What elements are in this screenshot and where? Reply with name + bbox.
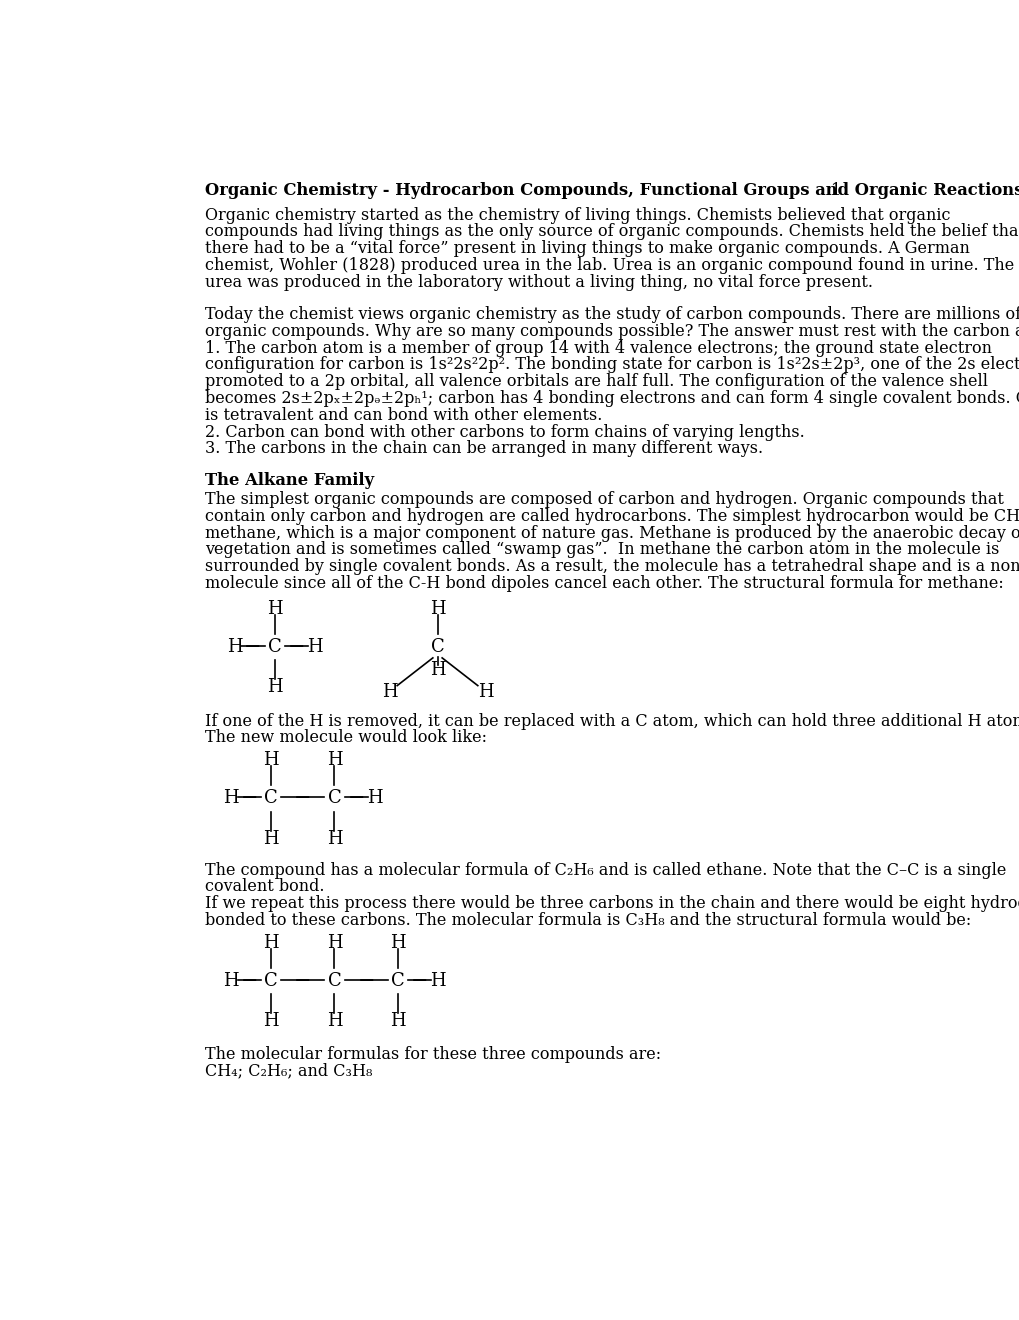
Text: is tetravalent and can bond with other elements.: is tetravalent and can bond with other e… (205, 407, 602, 424)
Text: H: H (430, 972, 445, 990)
Text: chemist, Wohler (1828) produced urea in the lab. Urea is an organic compound fou: chemist, Wohler (1828) produced urea in … (205, 257, 1013, 275)
Text: H: H (477, 682, 493, 701)
Text: H: H (307, 638, 323, 656)
Text: organic compounds. Why are so many compounds possible? The answer must rest with: organic compounds. Why are so many compo… (205, 323, 1019, 339)
Text: H: H (429, 661, 445, 680)
Text: H: H (226, 638, 243, 656)
Text: The molecular formulas for these three compounds are:: The molecular formulas for these three c… (205, 1045, 660, 1063)
Text: H: H (429, 599, 445, 618)
Text: −: − (293, 789, 311, 808)
Text: H: H (390, 933, 406, 952)
Text: Organic chemistry started as the chemistry of living things. Chemists believed t: Organic chemistry started as the chemist… (205, 207, 950, 223)
Text: methane, which is a major component of nature gas. Methane is produced by the an: methane, which is a major component of n… (205, 524, 1019, 541)
Text: −: − (287, 638, 305, 656)
Text: contain only carbon and hydrogen are called hydrocarbons. The simplest hydrocarb: contain only carbon and hydrogen are cal… (205, 508, 1019, 525)
Text: covalent bond.: covalent bond. (205, 878, 324, 895)
Text: If we repeat this process there would be three carbons in the chain and there wo: If we repeat this process there would be… (205, 895, 1019, 912)
Text: C: C (390, 972, 405, 990)
Text: H: H (326, 829, 342, 847)
Text: −: − (357, 972, 375, 990)
Text: −: − (245, 638, 262, 656)
Text: H: H (326, 751, 342, 770)
Text: H: H (381, 682, 396, 701)
Text: molecule since all of the C-H bond dipoles cancel each other. The structural for: molecule since all of the C-H bond dipol… (205, 576, 1003, 591)
Text: H: H (263, 829, 278, 847)
Text: Organic Chemistry - Hydrocarbon Compounds, Functional Groups and Organic Reactio: Organic Chemistry - Hydrocarbon Compound… (205, 182, 1019, 198)
Text: C: C (264, 789, 277, 808)
Text: H: H (267, 678, 282, 696)
Text: becomes 2s±2pₓ±2pₔ±2pₕ¹; carbon has 4 bonding electrons and can form 4 single co: becomes 2s±2pₓ±2pₔ±2pₕ¹; carbon has 4 bo… (205, 389, 1019, 407)
Text: promoted to a 2p orbital, all valence orbitals are half full. The configuration : promoted to a 2p orbital, all valence or… (205, 374, 987, 391)
Text: C: C (264, 972, 277, 990)
Text: H: H (367, 789, 382, 808)
Text: H: H (263, 1012, 278, 1030)
Text: 1. The carbon atom is a member of group 14 with 4 valence electrons; the ground : 1. The carbon atom is a member of group … (205, 339, 991, 356)
Text: surrounded by single covalent bonds. As a result, the molecule has a tetrahedral: surrounded by single covalent bonds. As … (205, 558, 1019, 576)
Text: CH₄; C₂H₆; and C₃H₈: CH₄; C₂H₆; and C₃H₈ (205, 1063, 372, 1080)
Text: The simplest organic compounds are composed of carbon and hydrogen. Organic comp: The simplest organic compounds are compo… (205, 491, 1003, 508)
Text: If one of the H is removed, it can be replaced with a C atom, which can hold thr: If one of the H is removed, it can be re… (205, 713, 1019, 730)
Text: C: C (430, 638, 444, 656)
Text: compounds had living things as the only source of organic compounds. Chemists he: compounds had living things as the only … (205, 223, 1019, 240)
Text: H: H (263, 751, 278, 770)
Text: −: − (411, 972, 428, 990)
Text: there had to be a “vital force” present in living things to make organic compoun: there had to be a “vital force” present … (205, 240, 969, 257)
Text: −: − (240, 789, 258, 808)
Text: H: H (222, 972, 238, 990)
Text: −: − (347, 789, 365, 808)
Text: configuration for carbon is 1s²2s²2p². The bonding state for carbon is 1s²2s±2p³: configuration for carbon is 1s²2s²2p². T… (205, 356, 1019, 374)
Text: C: C (327, 972, 341, 990)
Text: H: H (326, 1012, 342, 1030)
Text: 2. Carbon can bond with other carbons to form chains of varying lengths.: 2. Carbon can bond with other carbons to… (205, 424, 804, 441)
Text: H: H (263, 933, 278, 952)
Text: 3. The carbons in the chain can be arranged in many different ways.: 3. The carbons in the chain can be arran… (205, 441, 762, 457)
Text: bonded to these carbons. The molecular formula is C₃H₈ and the structural formul: bonded to these carbons. The molecular f… (205, 912, 970, 929)
Text: H: H (222, 789, 238, 808)
Text: H: H (267, 599, 282, 618)
Text: C: C (268, 638, 281, 656)
Text: Today the chemist views organic chemistry as the study of carbon compounds. Ther: Today the chemist views organic chemistr… (205, 306, 1019, 323)
Text: −: − (240, 972, 258, 990)
Text: urea was produced in the laboratory without a living thing, no vital force prese: urea was produced in the laboratory with… (205, 273, 872, 290)
Text: The compound has a molecular formula of C₂H₆ and is called ethane. Note that the: The compound has a molecular formula of … (205, 862, 1006, 879)
Text: The new molecule would look like:: The new molecule would look like: (205, 730, 486, 746)
Text: −: − (293, 972, 311, 990)
Text: 1: 1 (829, 182, 840, 198)
Text: H: H (390, 1012, 406, 1030)
Text: H: H (326, 933, 342, 952)
Text: vegetation and is sometimes called “swamp gas”.  In methane the carbon atom in t: vegetation and is sometimes called “swam… (205, 541, 999, 558)
Text: The Alkane Family: The Alkane Family (205, 473, 374, 490)
Text: C: C (327, 789, 341, 808)
